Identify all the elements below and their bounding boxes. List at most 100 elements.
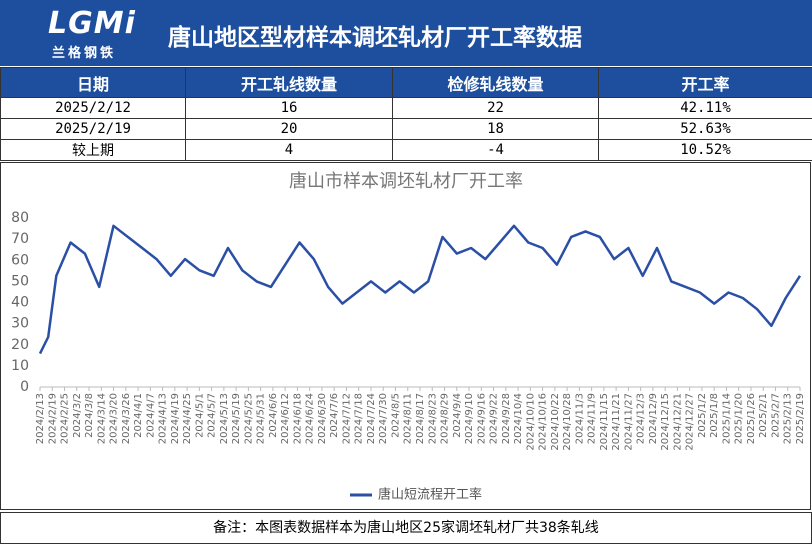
x-tick-label: 2024/4/7 xyxy=(145,393,156,438)
x-tick-label: 2024/8/17 xyxy=(415,393,426,444)
x-tick-label: 2024/8/11 xyxy=(403,393,414,444)
y-tick-label: 10 xyxy=(11,358,29,374)
logo-sub: 兰格钢铁 xyxy=(52,46,117,61)
y-tick-label: 80 xyxy=(11,210,29,226)
cell: 较上期 xyxy=(0,139,186,161)
cell: 16 xyxy=(185,97,393,119)
chart: 唐山市样本调坯轧材厂开工率 0 10 20 30 40 50 60 70 80 2024/2/13… xyxy=(0,162,811,510)
x-tick-label: 2024/10/10 xyxy=(525,393,536,451)
x-tick-label: 2024/4/25 xyxy=(182,393,193,444)
x-tick-label: 2024/11/15 xyxy=(599,393,610,451)
column-header: 检修轧线数量 xyxy=(392,67,599,98)
x-tick-label: 2025/2/1 xyxy=(758,393,769,438)
x-tick-label: 2024/10/28 xyxy=(562,393,573,451)
x-tick-label: 2025/1/8 xyxy=(709,393,720,438)
column-header: 日期 xyxy=(0,67,186,98)
cell: 4 xyxy=(185,139,393,161)
table-row: 2025/2/19 20 18 52.63% xyxy=(0,118,812,140)
cell: 10.52% xyxy=(598,139,812,161)
x-tick-label: 2024/12/15 xyxy=(660,393,671,451)
x-tick-label: 2025/2/19 xyxy=(795,393,806,444)
x-tick-label: 2024/8/23 xyxy=(427,393,438,444)
x-tick-label: 2024/4/13 xyxy=(158,393,169,444)
table-row: 2025/2/12 16 22 42.11% xyxy=(0,97,812,119)
legend-label: 唐山短流程开工率 xyxy=(378,487,482,503)
x-tick-label: 2024/9/4 xyxy=(452,393,463,438)
x-tick-label: 2024/3/2 xyxy=(72,393,83,438)
y-tick-label: 50 xyxy=(11,273,29,289)
column-header: 开工率 xyxy=(598,67,812,98)
x-tick-label: 2024/7/6 xyxy=(329,393,340,438)
y-tick-label: 20 xyxy=(11,337,29,353)
x-tick-label: 2024/5/1 xyxy=(194,393,205,438)
x-tick-label: 2024/5/31 xyxy=(256,393,267,444)
column-header: 开工轧线数量 xyxy=(185,67,393,98)
y-tick-label: 60 xyxy=(11,252,29,268)
line xyxy=(38,224,802,355)
x-tick-label: 2024/11/9 xyxy=(587,393,598,444)
x-tick-label: 2024/7/12 xyxy=(341,393,352,444)
y-tick-label: 30 xyxy=(11,316,29,332)
chart-title: 唐山市样本调坯轧材厂开工率 xyxy=(289,171,523,192)
y-tick-label: 40 xyxy=(11,295,29,311)
x-tick-label: 2024/3/20 xyxy=(109,393,120,444)
x-tick-label: 2024/11/27 xyxy=(623,393,634,451)
logo: LGMi xyxy=(48,6,136,41)
x-tick-label: 2024/8/29 xyxy=(440,393,451,444)
x-tick-label: 2024/8/5 xyxy=(390,393,401,438)
x-tick-label: 2024/2/13 xyxy=(35,393,46,444)
x-tick-label: 2024/6/30 xyxy=(317,393,328,444)
x-tick-label: 2024/11/21 xyxy=(611,393,622,451)
x-tick-label: 2024/12/9 xyxy=(648,393,659,444)
x-tick-label: 2025/1/2 xyxy=(697,393,708,438)
table-header: 日期 开工轧线数量 检修轧线数量 开工率 xyxy=(0,67,812,98)
x-tick-label: 2024/11/3 xyxy=(574,393,585,444)
x-tick-label: 2024/12/3 xyxy=(636,393,647,444)
x-tick-label: 2024/6/24 xyxy=(305,393,316,444)
x-tick-label: 2024/10/22 xyxy=(550,393,561,451)
x-tick-label: 2024/6/6 xyxy=(268,393,279,438)
cell: 42.11% xyxy=(598,97,812,119)
cell: 22 xyxy=(392,97,599,119)
x-tick-label: 2024/9/28 xyxy=(501,393,512,444)
x-tick-label: 2024/6/12 xyxy=(280,393,291,444)
x-tick-label: 2025/1/26 xyxy=(746,393,757,444)
cell: 2025/2/12 xyxy=(0,97,186,119)
x-tick-label: 2025/2/13 xyxy=(783,393,794,444)
cell: 20 xyxy=(185,118,393,140)
x-tick-label: 2024/4/1 xyxy=(133,393,144,438)
x-tick-label: 2024/10/4 xyxy=(513,393,524,444)
y-tick-label: 70 xyxy=(11,231,29,247)
x-tick-label: 2024/5/25 xyxy=(243,393,254,444)
x-tick-label: 2025/1/14 xyxy=(721,393,732,444)
x-tick-label: 2024/12/21 xyxy=(672,393,683,451)
x-tick-label: 2024/3/26 xyxy=(121,393,132,444)
x-tick-label: 2024/2/25 xyxy=(60,393,71,444)
cell: -4 xyxy=(392,139,599,161)
data-table: 日期 开工轧线数量 检修轧线数量 开工率 2025/2/12 16 22 42.11%… xyxy=(0,67,812,161)
footer: 备注：本图表数据样本为唐山地区25家调坯轧材厂共38条轧线 xyxy=(0,512,812,544)
chart-frame xyxy=(0,162,811,510)
x-tick-label: 2025/2/7 xyxy=(770,393,781,438)
x-tick-label: 2024/3/8 xyxy=(84,393,95,438)
x-tick-label: 2024/7/30 xyxy=(378,393,389,444)
y-tick-label: 0 xyxy=(20,379,29,395)
x-tick-label: 2024/9/16 xyxy=(476,393,487,444)
x-tick-label: 2024/5/7 xyxy=(207,393,218,438)
x-tick-label: 2024/6/18 xyxy=(292,393,303,444)
x-tick-label: 2024/12/27 xyxy=(685,393,696,451)
x-tick-label: 2024/5/19 xyxy=(231,393,242,444)
x-tick-label: 2024/9/10 xyxy=(464,393,475,444)
x-tick-label: 2024/5/13 xyxy=(219,393,230,444)
x-tick-label: 2024/7/24 xyxy=(366,393,377,444)
cell: 52.63% xyxy=(598,118,812,140)
x-tick-label: 2025/1/20 xyxy=(734,393,745,444)
x-tick-label: 2024/7/18 xyxy=(354,393,365,444)
x-tick-label: 2024/10/16 xyxy=(538,393,549,451)
table-row: 较上期 4 -4 10.52% xyxy=(0,139,812,161)
cell: 18 xyxy=(392,118,599,140)
x-tick-label: 2024/2/19 xyxy=(47,393,58,444)
x-tick-label: 2024/3/14 xyxy=(96,393,107,444)
x-tick-label: 2024/4/19 xyxy=(170,393,181,444)
